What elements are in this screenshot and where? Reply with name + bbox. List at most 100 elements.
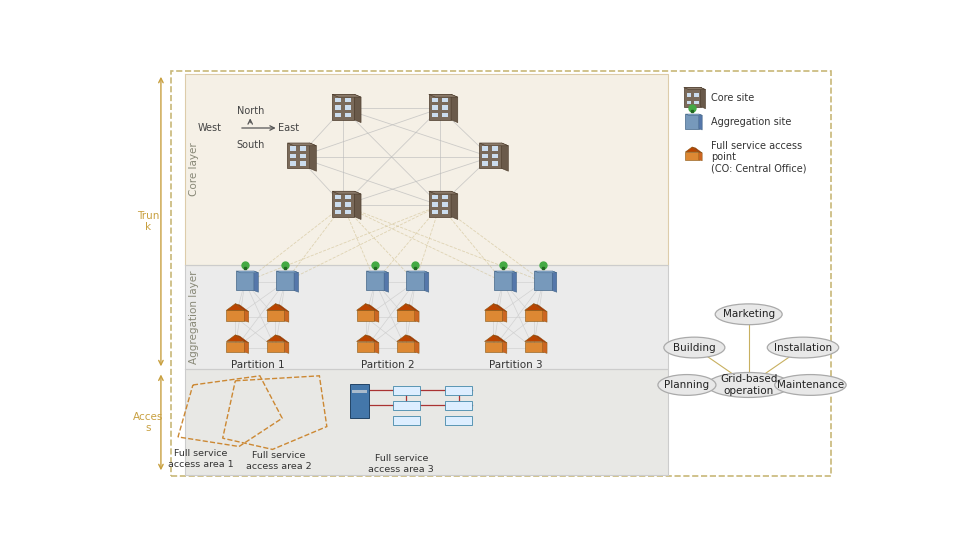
Polygon shape (267, 303, 284, 310)
Polygon shape (479, 143, 509, 146)
Polygon shape (485, 303, 502, 310)
FancyBboxPatch shape (442, 113, 447, 117)
FancyBboxPatch shape (267, 310, 284, 321)
FancyBboxPatch shape (300, 154, 306, 158)
Text: Marketing: Marketing (723, 309, 775, 319)
FancyBboxPatch shape (445, 401, 472, 410)
FancyBboxPatch shape (332, 94, 354, 120)
FancyBboxPatch shape (345, 202, 351, 207)
FancyBboxPatch shape (686, 100, 691, 104)
Polygon shape (332, 94, 361, 97)
FancyBboxPatch shape (335, 202, 341, 207)
FancyBboxPatch shape (335, 105, 341, 110)
Text: Full service access
point
(CO: Central Office): Full service access point (CO: Central O… (710, 140, 806, 174)
Ellipse shape (664, 337, 725, 358)
FancyBboxPatch shape (485, 341, 502, 352)
Polygon shape (494, 271, 516, 273)
Text: East: East (278, 123, 300, 133)
Text: Aggregation site: Aggregation site (710, 117, 791, 127)
FancyBboxPatch shape (356, 310, 374, 321)
Polygon shape (366, 335, 379, 343)
Polygon shape (253, 271, 258, 292)
FancyBboxPatch shape (345, 194, 351, 199)
Text: West: West (198, 123, 221, 133)
FancyBboxPatch shape (694, 100, 699, 104)
FancyBboxPatch shape (352, 390, 367, 393)
Polygon shape (235, 303, 249, 312)
FancyBboxPatch shape (492, 161, 498, 166)
Text: Maintenance: Maintenance (777, 380, 844, 390)
FancyBboxPatch shape (442, 105, 447, 110)
FancyBboxPatch shape (406, 271, 424, 291)
Text: Partition 2: Partition 2 (361, 360, 415, 370)
Polygon shape (429, 94, 458, 97)
FancyBboxPatch shape (356, 341, 374, 352)
Polygon shape (227, 303, 244, 310)
FancyBboxPatch shape (227, 341, 244, 352)
FancyBboxPatch shape (290, 154, 297, 158)
Polygon shape (354, 94, 361, 123)
FancyBboxPatch shape (482, 146, 489, 151)
FancyBboxPatch shape (332, 191, 354, 217)
Text: South: South (236, 140, 264, 150)
FancyBboxPatch shape (442, 194, 447, 199)
Polygon shape (406, 335, 420, 343)
Polygon shape (396, 335, 415, 341)
Polygon shape (276, 335, 289, 343)
FancyBboxPatch shape (393, 386, 420, 395)
FancyBboxPatch shape (492, 154, 498, 158)
Polygon shape (276, 303, 289, 312)
Polygon shape (451, 191, 458, 219)
FancyBboxPatch shape (685, 114, 699, 129)
Polygon shape (451, 94, 458, 123)
FancyBboxPatch shape (335, 113, 341, 117)
FancyBboxPatch shape (445, 416, 472, 426)
Polygon shape (235, 335, 249, 343)
FancyBboxPatch shape (267, 341, 284, 352)
FancyBboxPatch shape (185, 74, 668, 265)
FancyBboxPatch shape (442, 202, 447, 207)
Polygon shape (366, 303, 379, 312)
Polygon shape (356, 335, 374, 341)
FancyBboxPatch shape (300, 161, 306, 166)
FancyBboxPatch shape (432, 202, 438, 207)
Text: Partition 1: Partition 1 (230, 360, 284, 370)
Polygon shape (542, 310, 547, 322)
Polygon shape (354, 191, 361, 219)
FancyBboxPatch shape (345, 210, 351, 214)
Polygon shape (699, 114, 702, 130)
Ellipse shape (767, 337, 839, 358)
Polygon shape (512, 271, 516, 292)
Ellipse shape (658, 375, 716, 395)
Polygon shape (485, 335, 502, 341)
Text: Core layer: Core layer (189, 143, 199, 197)
FancyBboxPatch shape (694, 93, 699, 97)
FancyBboxPatch shape (482, 154, 489, 158)
Polygon shape (367, 271, 389, 273)
Polygon shape (493, 303, 507, 312)
FancyBboxPatch shape (445, 386, 472, 395)
Ellipse shape (707, 373, 790, 397)
Text: Aggregation layer: Aggregation layer (189, 271, 199, 364)
FancyBboxPatch shape (393, 416, 420, 426)
Polygon shape (406, 303, 420, 312)
FancyBboxPatch shape (429, 94, 451, 120)
FancyBboxPatch shape (335, 210, 341, 214)
Polygon shape (424, 271, 429, 292)
Polygon shape (356, 303, 374, 310)
Text: North: North (236, 105, 264, 116)
FancyBboxPatch shape (479, 143, 502, 168)
FancyBboxPatch shape (287, 143, 310, 168)
FancyBboxPatch shape (345, 98, 351, 102)
Text: Grid-based
operation: Grid-based operation (720, 374, 778, 396)
FancyBboxPatch shape (494, 271, 512, 291)
Text: Full service
access area 3: Full service access area 3 (369, 454, 434, 474)
Text: Planning: Planning (664, 380, 709, 390)
Polygon shape (287, 143, 317, 146)
Polygon shape (692, 147, 702, 153)
Polygon shape (332, 191, 361, 194)
Polygon shape (244, 310, 249, 322)
Text: Installation: Installation (774, 342, 832, 353)
Text: Building: Building (673, 342, 716, 353)
Polygon shape (185, 369, 668, 475)
